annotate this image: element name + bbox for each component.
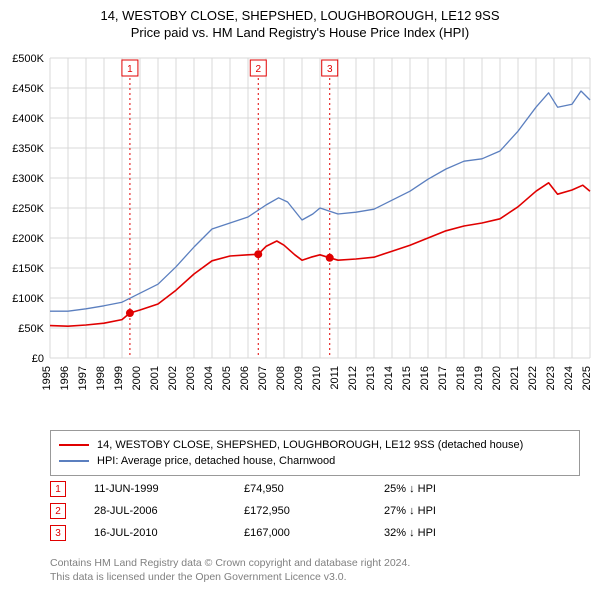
svg-text:1995: 1995 [41,366,53,390]
svg-text:2008: 2008 [275,366,287,390]
svg-text:3: 3 [327,64,333,75]
svg-text:£450K: £450K [12,83,44,95]
svg-text:2016: 2016 [419,366,431,390]
legend-swatch [59,460,89,462]
svg-text:2010: 2010 [311,366,323,390]
svg-text:1998: 1998 [95,366,107,390]
svg-text:£300K: £300K [12,173,44,185]
svg-text:2011: 2011 [329,366,341,390]
footer-line1: Contains HM Land Registry data © Crown c… [50,556,410,570]
sale-marker: 3 [50,525,66,541]
svg-text:£200K: £200K [12,233,44,245]
svg-text:2022: 2022 [527,366,539,390]
svg-text:2015: 2015 [401,366,413,390]
svg-text:£0: £0 [32,353,44,365]
svg-text:£350K: £350K [12,143,44,155]
svg-text:2007: 2007 [257,366,269,390]
svg-text:2000: 2000 [131,366,143,390]
legend-row: HPI: Average price, detached house, Char… [59,453,571,469]
legend-swatch [59,444,89,446]
legend: 14, WESTOBY CLOSE, SHEPSHED, LOUGHBOROUG… [50,430,580,476]
legend-row: 14, WESTOBY CLOSE, SHEPSHED, LOUGHBOROUG… [59,437,571,453]
svg-text:2: 2 [255,64,261,75]
chart-titles: 14, WESTOBY CLOSE, SHEPSHED, LOUGHBOROUG… [0,0,600,40]
sale-row: 1 11-JUN-1999£74,95025% ↓ HPI [50,478,560,500]
svg-text:2023: 2023 [545,366,557,390]
svg-text:£250K: £250K [12,203,44,215]
svg-text:£100K: £100K [12,293,44,305]
svg-text:2009: 2009 [293,366,305,390]
svg-text:2014: 2014 [383,366,395,390]
svg-text:1999: 1999 [113,366,125,390]
svg-text:2024: 2024 [563,366,575,390]
svg-text:2002: 2002 [167,366,179,390]
svg-text:1997: 1997 [77,366,89,390]
title-subtitle: Price paid vs. HM Land Registry's House … [0,25,600,40]
svg-text:2013: 2013 [365,366,377,390]
sale-date: 28-JUL-2006 [94,505,244,517]
sale-delta: 32% ↓ HPI [384,527,504,539]
svg-text:£400K: £400K [12,113,44,125]
chart-area: £0 £50K £100K £150K £200K £250K £300K £350K £400… [0,48,600,418]
sale-price: £74,950 [244,483,384,495]
svg-text:£150K: £150K [12,263,44,275]
svg-text:2019: 2019 [473,366,485,390]
svg-text:2003: 2003 [185,366,197,390]
legend-label: HPI: Average price, detached house, Char… [97,455,335,467]
svg-text:2025: 2025 [581,366,593,390]
sale-date: 11-JUN-1999 [94,483,244,495]
sale-marker: 1 [50,481,66,497]
svg-text:2017: 2017 [437,366,449,390]
svg-text:2018: 2018 [455,366,467,390]
sale-date: 16-JUL-2010 [94,527,244,539]
sale-marker: 2 [50,503,66,519]
svg-text:£50K: £50K [18,323,44,335]
svg-text:2005: 2005 [221,366,233,390]
sales-table: 1 11-JUN-1999£74,95025% ↓ HPI 2 28-JUL-2006… [50,478,560,544]
legend-label: 14, WESTOBY CLOSE, SHEPSHED, LOUGHBOROUG… [97,439,523,451]
footer: Contains HM Land Registry data © Crown c… [50,556,410,584]
footer-line2: This data is licensed under the Open Gov… [50,570,410,584]
sale-price: £167,000 [244,527,384,539]
sale-row: 3 16-JUL-2010£167,00032% ↓ HPI [50,522,560,544]
sale-row: 2 28-JUL-2006£172,95027% ↓ HPI [50,500,560,522]
svg-text:2006: 2006 [239,366,251,390]
svg-text:2020: 2020 [491,366,503,390]
svg-text:2021: 2021 [509,366,521,390]
svg-text:1: 1 [127,64,133,75]
svg-text:1996: 1996 [59,366,71,390]
svg-text:£500K: £500K [12,53,44,65]
title-address: 14, WESTOBY CLOSE, SHEPSHED, LOUGHBOROUG… [0,8,600,23]
sale-delta: 27% ↓ HPI [384,505,504,517]
chart-svg: £0 £50K £100K £150K £200K £250K £300K £350K £400… [0,48,600,418]
svg-text:2004: 2004 [203,366,215,390]
svg-text:2001: 2001 [149,366,161,390]
sale-delta: 25% ↓ HPI [384,483,504,495]
sale-price: £172,950 [244,505,384,517]
svg-text:2012: 2012 [347,366,359,390]
